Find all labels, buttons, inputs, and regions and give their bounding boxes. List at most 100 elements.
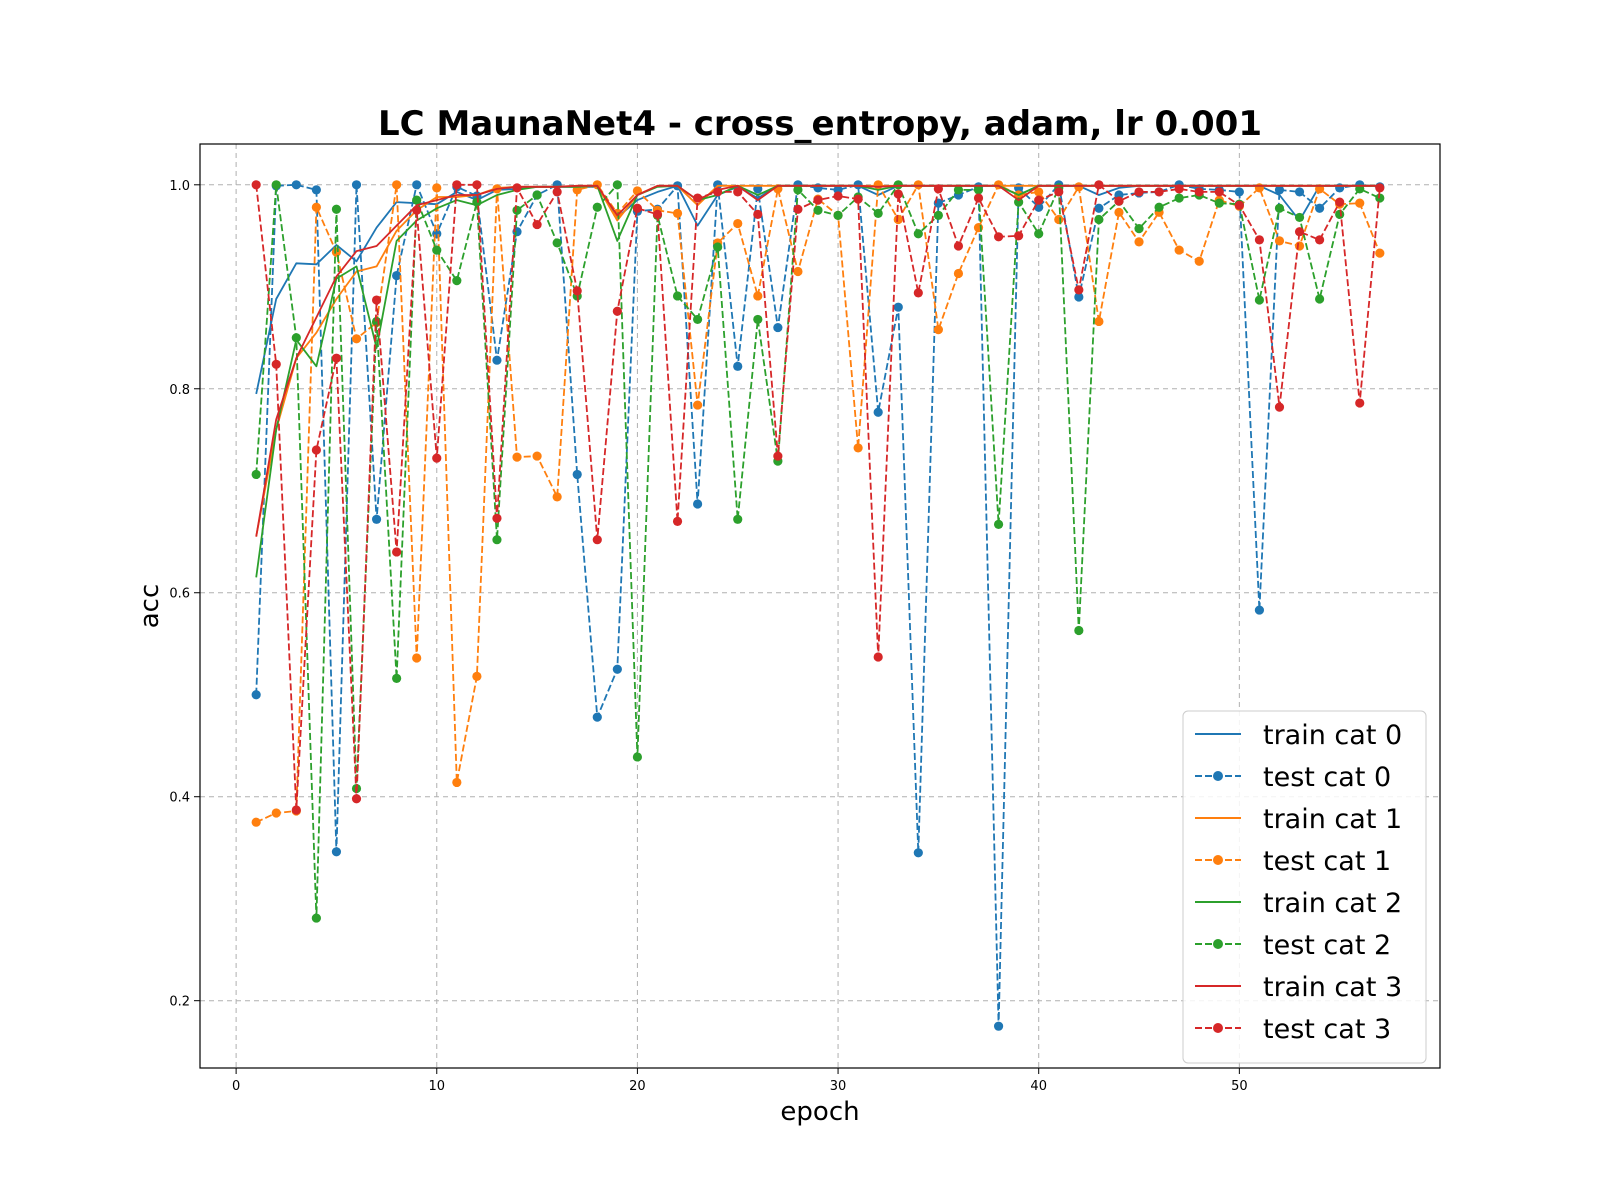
data-point xyxy=(371,514,382,524)
data-point xyxy=(512,452,522,462)
data-point xyxy=(251,180,261,190)
data-point xyxy=(1254,605,1265,615)
data-point xyxy=(733,218,743,229)
legend-label: train cat 0 xyxy=(1263,720,1402,751)
y-tick-label: 0.2 xyxy=(169,995,190,1010)
y-tick-label: 1.0 xyxy=(169,179,190,194)
data-point xyxy=(1294,227,1305,237)
data-point xyxy=(311,445,321,455)
legend: train cat 0 test cat 0 train cat 1 test cat… xyxy=(1182,710,1427,1064)
legend-label: test cat 3 xyxy=(1263,1014,1391,1045)
data-point xyxy=(913,848,923,858)
data-point xyxy=(1355,398,1365,408)
data-point xyxy=(853,194,863,204)
data-point xyxy=(311,185,321,195)
data-point xyxy=(953,241,964,251)
data-point xyxy=(973,193,984,203)
series-line xyxy=(255,183,1380,1028)
data-point xyxy=(693,499,703,509)
data-point xyxy=(251,469,261,480)
data-point xyxy=(1194,256,1204,266)
data-point xyxy=(412,653,422,663)
data-point xyxy=(592,180,602,190)
data-point xyxy=(512,205,522,215)
data-point xyxy=(693,400,703,410)
data-point xyxy=(472,180,482,190)
data-point xyxy=(392,270,402,281)
data-point xyxy=(271,180,281,190)
data-point xyxy=(1094,180,1104,190)
data-point xyxy=(271,808,281,818)
data-point xyxy=(1094,203,1104,213)
data-point xyxy=(713,242,723,252)
legend-item: train cat 3 xyxy=(1195,972,1402,1003)
data-point xyxy=(1154,202,1164,212)
data-point xyxy=(652,209,663,219)
legend-label: train cat 2 xyxy=(1263,888,1402,919)
series-line xyxy=(255,184,1380,537)
data-point xyxy=(913,180,923,190)
data-point xyxy=(953,268,964,279)
data-point xyxy=(1034,229,1044,239)
data-point xyxy=(833,210,843,220)
data-point xyxy=(371,295,382,305)
x-tick-label: 30 xyxy=(830,1079,847,1094)
data-point xyxy=(793,204,803,214)
data-point xyxy=(933,210,943,220)
data-point xyxy=(1375,183,1385,193)
data-point xyxy=(933,184,943,194)
data-point xyxy=(1174,245,1184,255)
chart-title: LC MaunaNet4 - cross_entropy, adam, lr 0… xyxy=(378,104,1262,144)
legend-marker xyxy=(1213,855,1223,865)
data-point xyxy=(392,547,402,557)
legend-box xyxy=(1182,710,1427,1064)
legend-item: train cat 0 xyxy=(1195,720,1402,751)
data-point xyxy=(1274,185,1285,195)
data-point xyxy=(1074,292,1084,302)
data-point xyxy=(693,193,703,203)
data-point xyxy=(1274,203,1285,213)
legend-marker xyxy=(1213,771,1223,781)
data-point xyxy=(532,190,542,200)
legend-label: train cat 1 xyxy=(1263,804,1402,835)
data-point xyxy=(1375,248,1385,258)
data-point xyxy=(412,195,422,205)
data-point xyxy=(572,469,582,480)
data-point xyxy=(311,913,321,923)
data-point xyxy=(1214,198,1224,208)
data-point xyxy=(1214,187,1224,197)
data-point xyxy=(351,334,362,344)
series-line xyxy=(255,183,1381,824)
legend-label: test cat 0 xyxy=(1263,762,1391,793)
data-point xyxy=(612,664,622,674)
data-point xyxy=(873,407,883,417)
data-point xyxy=(432,453,442,463)
data-point xyxy=(331,247,342,257)
legend-item: test cat 2 xyxy=(1195,930,1391,961)
data-point xyxy=(993,232,1004,242)
data-point xyxy=(1174,184,1184,194)
data-point xyxy=(271,359,281,369)
data-point xyxy=(1054,187,1064,197)
y-tick-label: 0.6 xyxy=(169,587,190,602)
data-point xyxy=(552,492,562,502)
y-axis-label: acc xyxy=(135,584,165,629)
data-point xyxy=(612,306,622,316)
data-point xyxy=(291,805,301,815)
data-point xyxy=(452,276,462,286)
data-point xyxy=(1315,203,1325,213)
data-point xyxy=(331,204,342,214)
data-point xyxy=(813,183,823,193)
data-point xyxy=(753,314,763,325)
data-point xyxy=(913,288,923,298)
data-point xyxy=(1335,197,1345,207)
data-point xyxy=(1094,316,1104,327)
data-point xyxy=(432,245,442,255)
data-point xyxy=(1335,183,1345,193)
data-point xyxy=(1134,187,1144,197)
data-point xyxy=(1194,187,1204,197)
y-tick-label: 0.8 xyxy=(169,383,190,398)
data-point xyxy=(291,333,301,343)
data-point xyxy=(452,777,462,788)
data-point xyxy=(1074,182,1084,192)
